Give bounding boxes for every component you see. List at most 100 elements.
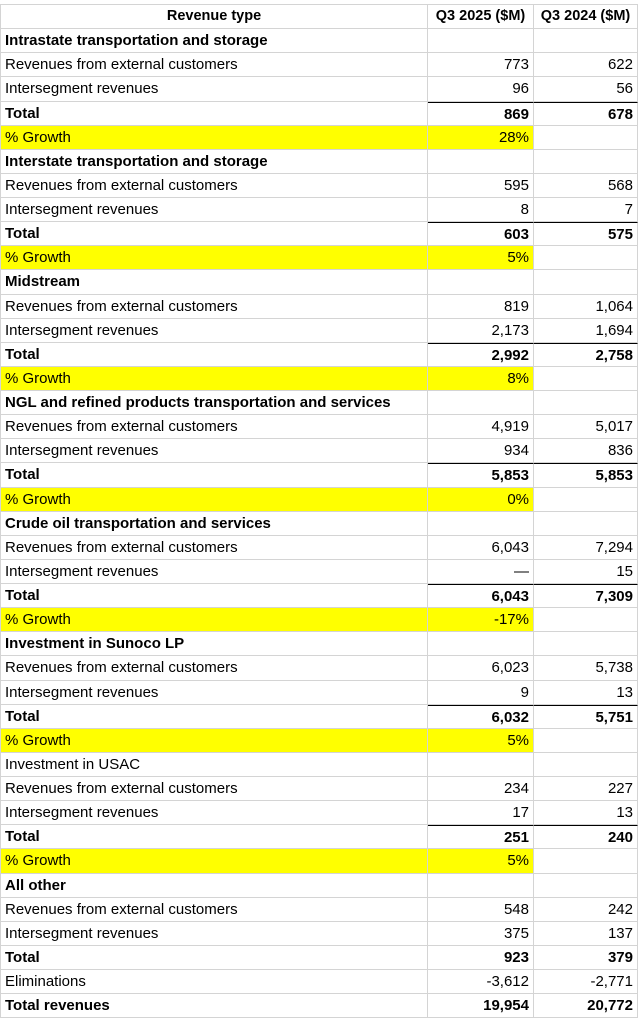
value-cell: 603 [428, 222, 534, 247]
label-cell: Investment in USAC [1, 752, 428, 777]
value-cell: 6,043 [428, 584, 534, 609]
value-cell: 1,694 [534, 318, 638, 343]
value-cell: -17% [428, 608, 534, 633]
value-cell: 5,853 [428, 463, 534, 488]
value-cell: 5,751 [534, 704, 638, 729]
label-cell: Revenues from external customers [1, 777, 428, 802]
value-cell [428, 752, 534, 777]
label-cell: Crude oil transportation and services [1, 511, 428, 536]
label-cell: Intersegment revenues [1, 77, 428, 102]
value-cell: 5,017 [534, 415, 638, 440]
value-cell: 20,772 [534, 994, 638, 1019]
value-cell [428, 29, 534, 54]
value-cell [534, 270, 638, 295]
label-cell: Intersegment revenues [1, 559, 428, 584]
value-cell: 6,023 [428, 656, 534, 681]
value-cell: 575 [534, 222, 638, 247]
value-cell: 5% [428, 246, 534, 271]
value-cell [534, 366, 638, 391]
label-cell: Revenues from external customers [1, 294, 428, 319]
value-cell: 923 [428, 945, 534, 970]
value-cell [534, 487, 638, 512]
label-cell: % Growth [1, 608, 428, 633]
label-cell: Total [1, 463, 428, 488]
label-cell: Intersegment revenues [1, 198, 428, 223]
label-cell: Investment in Sunoco LP [1, 632, 428, 657]
label-cell: Total [1, 704, 428, 729]
label-cell: Intersegment revenues [1, 921, 428, 946]
value-cell: 13 [534, 801, 638, 826]
value-cell: -3,612 [428, 970, 534, 995]
value-cell: 2,992 [428, 342, 534, 367]
value-cell [534, 149, 638, 174]
value-cell [534, 632, 638, 657]
value-cell: 6,032 [428, 704, 534, 729]
label-cell: % Growth [1, 246, 428, 271]
value-cell: 242 [534, 897, 638, 922]
label-cell: Total [1, 101, 428, 126]
label-cell: All other [1, 873, 428, 898]
value-cell: 28% [428, 125, 534, 150]
label-cell: Revenues from external customers [1, 897, 428, 922]
label-cell: Interstate transportation and storage [1, 149, 428, 174]
value-cell [534, 728, 638, 753]
revenue-table: Revenue type Q3 2025 ($M) Q3 2024 ($M) Intr… [0, 4, 638, 1019]
value-cell: 379 [534, 945, 638, 970]
value-cell: 227 [534, 777, 638, 802]
value-cell: -2,771 [534, 970, 638, 995]
value-cell [428, 632, 534, 657]
value-cell: 137 [534, 921, 638, 946]
value-cell [534, 391, 638, 416]
label-cell: Revenues from external customers [1, 53, 428, 78]
header-cell: Revenue type [1, 5, 428, 30]
value-cell: 56 [534, 77, 638, 102]
value-cell: 9 [428, 680, 534, 705]
label-cell: Intrastate transportation and storage [1, 29, 428, 54]
value-cell: 19,954 [428, 994, 534, 1019]
value-cell [534, 752, 638, 777]
value-cell: 622 [534, 53, 638, 78]
value-cell: 375 [428, 921, 534, 946]
label-cell: NGL and refined products transportation … [1, 391, 428, 416]
value-cell [534, 511, 638, 536]
value-cell [428, 391, 534, 416]
value-cell: 4,919 [428, 415, 534, 440]
value-cell [534, 29, 638, 54]
label-cell: % Growth [1, 849, 428, 874]
value-cell: 595 [428, 173, 534, 198]
label-cell: Revenues from external customers [1, 173, 428, 198]
value-cell: 5% [428, 728, 534, 753]
value-cell [534, 125, 638, 150]
value-cell: 7 [534, 198, 638, 223]
label-cell: Revenues from external customers [1, 415, 428, 440]
value-cell: 240 [534, 825, 638, 850]
value-cell: 15 [534, 559, 638, 584]
label-cell: % Growth [1, 366, 428, 391]
value-cell: 6,043 [428, 535, 534, 560]
value-cell: 5% [428, 849, 534, 874]
label-cell: Intersegment revenues [1, 680, 428, 705]
value-cell: 548 [428, 897, 534, 922]
label-cell: Eliminations [1, 970, 428, 995]
value-cell: 13 [534, 680, 638, 705]
value-cell: 8 [428, 198, 534, 223]
value-cell: 2,173 [428, 318, 534, 343]
value-cell: 251 [428, 825, 534, 850]
label-cell: Total [1, 584, 428, 609]
value-cell: 1,064 [534, 294, 638, 319]
value-cell: 2,758 [534, 342, 638, 367]
label-cell: Total [1, 222, 428, 247]
label-cell: Revenues from external customers [1, 535, 428, 560]
header-cell: Q3 2024 ($M) [534, 5, 638, 30]
value-cell: 17 [428, 801, 534, 826]
value-cell: 934 [428, 439, 534, 464]
label-cell: % Growth [1, 728, 428, 753]
value-cell: 5,853 [534, 463, 638, 488]
value-cell [534, 608, 638, 633]
value-cell: 0% [428, 487, 534, 512]
label-cell: Intersegment revenues [1, 318, 428, 343]
value-cell: — [428, 559, 534, 584]
value-cell: 773 [428, 53, 534, 78]
value-cell [534, 246, 638, 271]
